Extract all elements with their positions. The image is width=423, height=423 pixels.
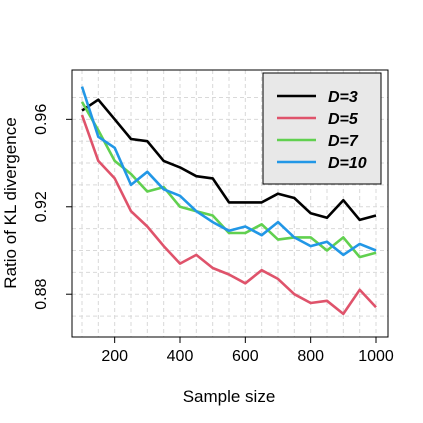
x-axis-title: Sample size — [183, 387, 276, 406]
legend-box — [262, 72, 382, 185]
x-tick-label: 400 — [167, 348, 194, 365]
y-axis: 0.88 0.92 0.96 — [33, 104, 72, 310]
legend-label: D=3 — [328, 89, 358, 106]
legend-label: D=10 — [328, 155, 367, 172]
x-tick-label: 1000 — [358, 348, 394, 365]
x-tick-label: 200 — [101, 348, 128, 365]
y-tick-label: 0.96 — [33, 104, 50, 135]
y-tick-label: 0.92 — [33, 191, 50, 222]
legend: D=3 D=5 D=7 D=10 — [262, 72, 382, 185]
series-line-d3 — [81, 98, 377, 222]
legend-label: D=5 — [328, 111, 359, 128]
y-axis-title: Ratio of KL divergence — [1, 117, 20, 288]
series-line-d7 — [80, 101, 377, 259]
plot-frame — [71, 69, 389, 338]
x-axis: 200 400 600 800 1000 — [101, 337, 394, 365]
series-line-d5 — [80, 114, 377, 316]
series-line-d10 — [80, 86, 377, 257]
x-tick-label: 600 — [232, 348, 259, 365]
legend-label: D=7 — [328, 133, 359, 150]
x-tick-label: 800 — [297, 348, 324, 365]
series-lines — [80, 86, 377, 316]
y-tick-label: 0.88 — [33, 279, 50, 310]
